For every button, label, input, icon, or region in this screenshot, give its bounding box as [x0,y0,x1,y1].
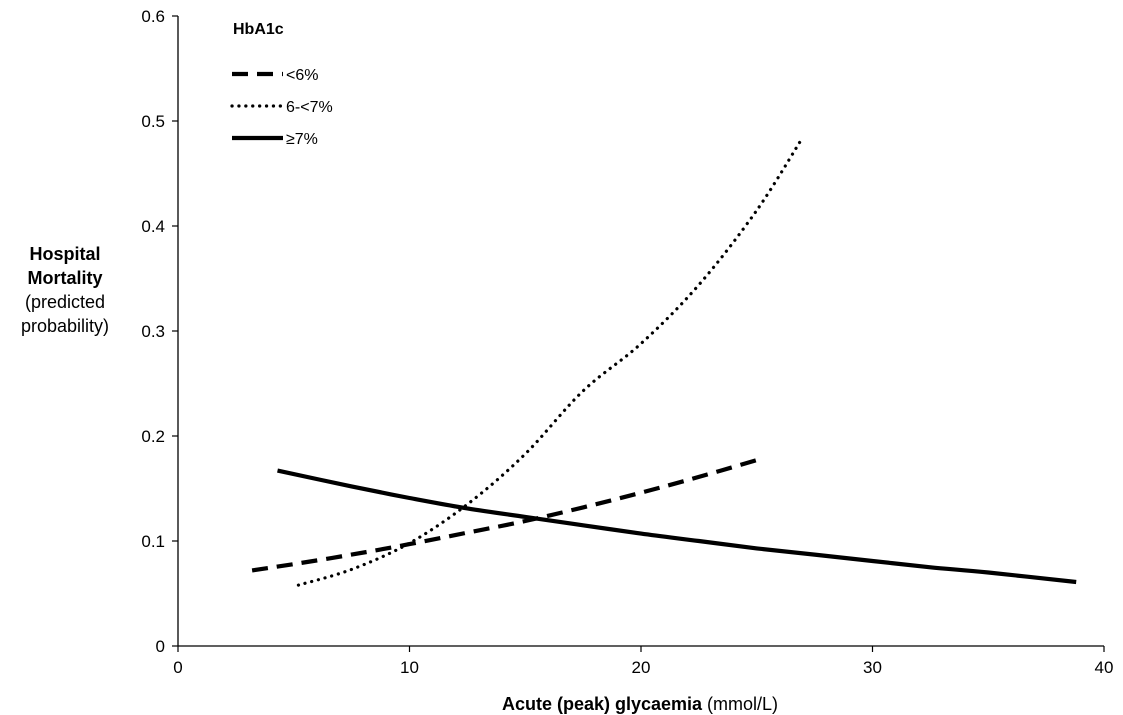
x-axis-label: Acute (peak) glycaemia (mmol/L) [502,694,778,714]
y-tick-label: 0.5 [141,112,165,131]
x-axis-label-unit: (mmol/L) [702,694,778,714]
series-layer [251,135,1077,587]
y-axis-label-line-3: (predicted [25,292,105,312]
series-line [296,135,805,587]
legend-items: <6% 6-<7% ≥7% [230,67,333,148]
y-tick-label: 0 [156,637,165,656]
legend-label: 6-<7% [286,99,333,116]
x-tick-label: 30 [863,658,882,677]
x-tick-label: 0 [173,658,182,677]
x-axis-label-bold: Acute (peak) glycaemia [502,694,703,714]
y-tick-label: 0.2 [141,427,165,446]
legend-label: <6% [286,67,318,84]
series-line [251,458,758,573]
y-axis-label-line-2: Mortality [27,268,102,288]
x-tick-label: 20 [632,658,651,677]
y-axis-label: Hospital Mortality (predicted probabilit… [21,244,109,336]
y-tick-label: 0.4 [141,217,165,236]
y-axis-label-line-4: probability) [21,316,109,336]
y-tick-label: 0.3 [141,322,165,341]
legend-title: HbA1c [233,21,284,38]
y-tick-label: 0.6 [141,7,165,26]
x-tick-label: 10 [400,658,419,677]
legend: HbA1c <6% 6-<7% ≥7% [230,21,333,148]
legend-label: ≥7% [286,131,318,148]
series-line [277,468,1077,585]
axes: 0 0.1 0.2 0.3 0.4 0.5 0.6 0 10 20 30 40 [141,7,1113,677]
y-tick-label: 0.1 [141,532,165,551]
y-axis-label-line-1: Hospital [29,244,100,264]
x-tick-label: 40 [1095,658,1114,677]
